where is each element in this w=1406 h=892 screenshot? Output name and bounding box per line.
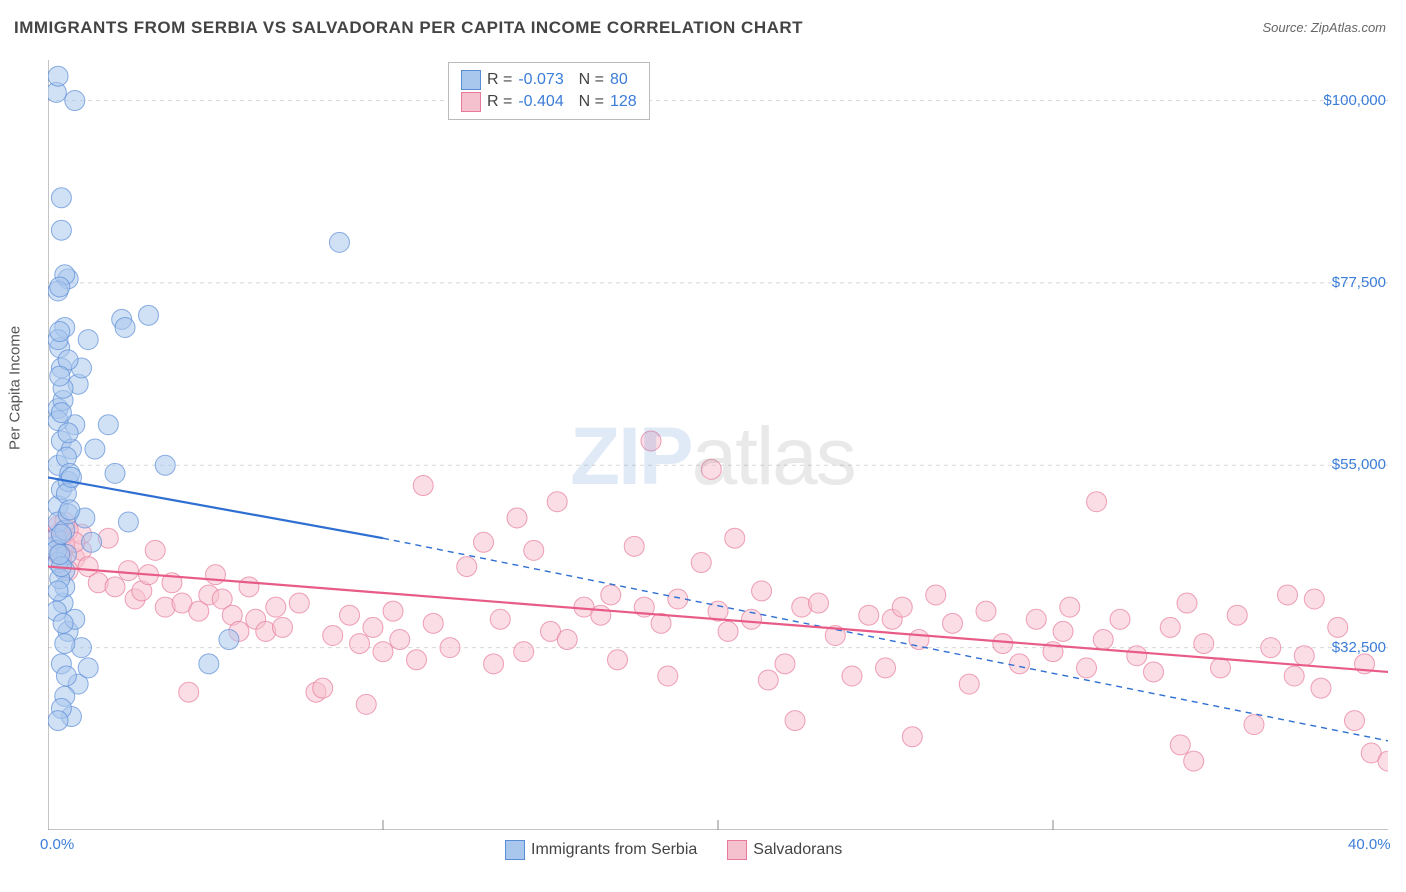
x-tick-label: 40.0% [1348,836,1391,853]
correlation-chart: IMMIGRANTS FROM SERBIA VS SALVADORAN PER… [0,0,1406,892]
swatch-series2 [461,92,481,112]
y-tick-label: $100,000 [1323,92,1386,109]
x-tick-label: 0.0% [40,836,74,853]
stats-row-series2: R = -0.404 N = 128 [461,91,637,113]
swatch-series1 [461,70,481,90]
series-legend: Immigrants from Serbia Salvadorans [505,840,842,860]
stats-row-series1: R = -0.073 N = 80 [461,69,637,91]
y-tick-label: $55,000 [1332,456,1386,473]
plot-area [48,60,1388,830]
y-axis-label: Per Capita Income [7,326,24,450]
y-tick-label: $32,500 [1332,639,1386,656]
source-label: Source: ZipAtlas.com [1262,20,1386,35]
swatch-series1-icon [505,840,525,860]
legend-item-series2: Salvadorans [727,840,842,860]
stats-legend: R = -0.073 N = 80 R = -0.404 N = 128 [448,62,650,120]
swatch-series2-icon [727,840,747,860]
chart-title: IMMIGRANTS FROM SERBIA VS SALVADORAN PER… [14,18,803,38]
y-tick-label: $77,500 [1332,274,1386,291]
legend-item-series1: Immigrants from Serbia [505,840,697,860]
